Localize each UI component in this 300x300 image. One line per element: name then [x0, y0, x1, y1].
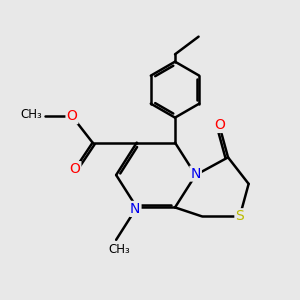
Text: O: O — [214, 118, 225, 132]
Text: N: N — [190, 167, 201, 181]
Text: CH₃: CH₃ — [108, 243, 130, 256]
Text: CH₃: CH₃ — [21, 108, 43, 121]
Text: O: O — [67, 109, 77, 123]
Text: O: O — [70, 162, 80, 176]
Text: S: S — [236, 209, 244, 223]
Text: N: N — [130, 202, 140, 216]
